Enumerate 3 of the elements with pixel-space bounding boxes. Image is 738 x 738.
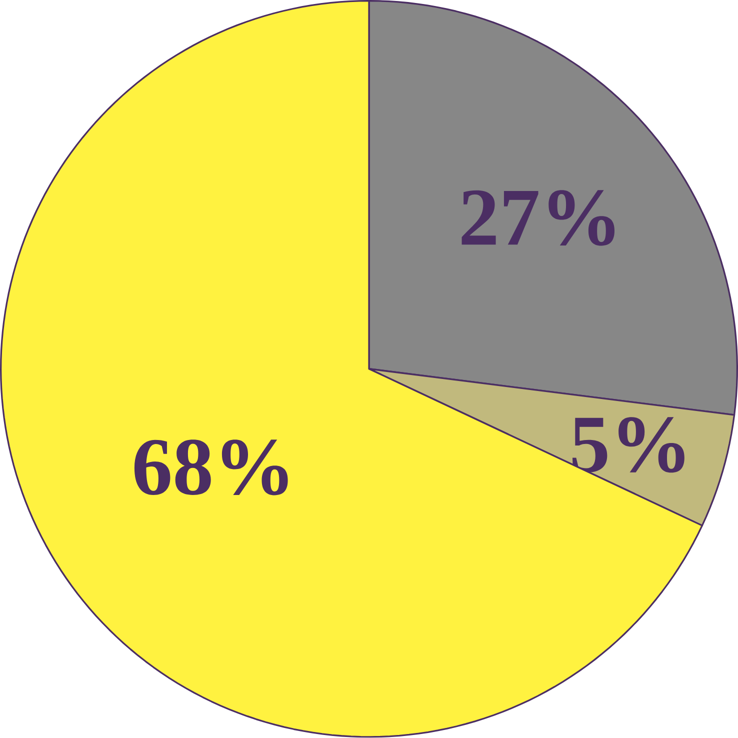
- data-label: 68%: [134, 440, 288, 496]
- data-label: 5%: [572, 417, 684, 473]
- data-label: 27%: [462, 190, 614, 246]
